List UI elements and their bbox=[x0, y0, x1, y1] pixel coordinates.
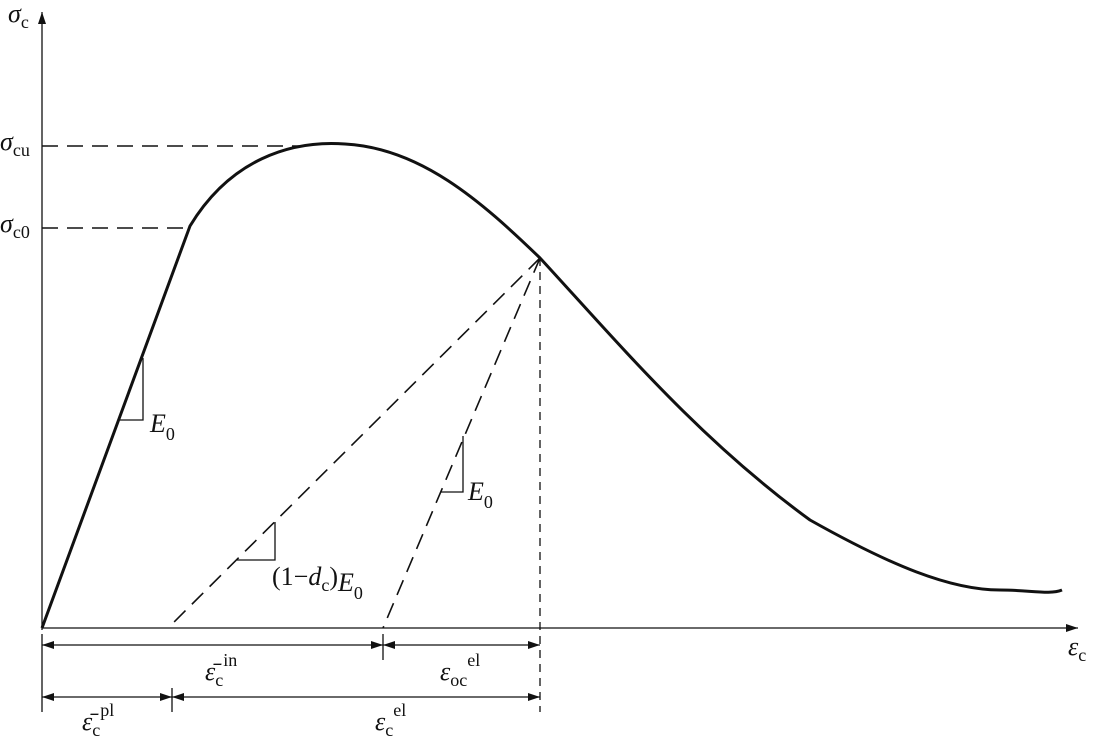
slope-triangle bbox=[237, 522, 276, 561]
text-part: E bbox=[337, 568, 354, 597]
text-part: c bbox=[1078, 645, 1086, 665]
text-part: ) bbox=[329, 562, 338, 591]
text-part: pl bbox=[100, 700, 114, 720]
slope-label: E0 bbox=[467, 477, 493, 512]
text-part: σ bbox=[0, 127, 14, 156]
text-part: ε bbox=[375, 707, 386, 736]
text-part: c bbox=[21, 12, 29, 32]
text-part: c bbox=[321, 575, 329, 595]
slope-label: E0 bbox=[149, 409, 175, 444]
text-part: c bbox=[215, 670, 223, 690]
text-part: E bbox=[149, 409, 166, 438]
dimension-label: εcel bbox=[375, 700, 406, 740]
text-part: c bbox=[92, 720, 100, 740]
slope-triangle bbox=[120, 358, 144, 421]
text-part: 0 bbox=[166, 424, 175, 444]
text-part: σ bbox=[8, 0, 22, 28]
axes bbox=[38, 12, 1078, 632]
x-axis-label: εc bbox=[1068, 632, 1086, 665]
text-part: el bbox=[393, 700, 406, 720]
text-part: cu bbox=[13, 140, 30, 160]
text-part: E bbox=[467, 477, 484, 506]
text-part: 0 bbox=[354, 583, 363, 603]
slope-triangle bbox=[440, 436, 464, 493]
text-part: oc bbox=[450, 670, 467, 690]
text-part: el bbox=[467, 650, 480, 670]
text-part: 0 bbox=[484, 492, 493, 512]
text-part: ε bbox=[440, 657, 451, 686]
text-part: c bbox=[385, 720, 393, 740]
dimension-label: εocel bbox=[440, 650, 480, 690]
y-axis-label: σc bbox=[8, 0, 29, 32]
sigma-c0-label: σc0 bbox=[0, 209, 30, 242]
text-part: in bbox=[223, 650, 237, 670]
text-part: d bbox=[308, 562, 322, 591]
text-part: c0 bbox=[13, 222, 30, 242]
text-part: (1− bbox=[272, 562, 308, 591]
text-part: σ bbox=[0, 209, 14, 238]
elastic-unloading-line bbox=[382, 257, 541, 629]
slope-label: (1−dc)E0 bbox=[272, 562, 363, 603]
dimension-label: ε̄cpl bbox=[82, 700, 114, 740]
dimension-label: ε̄cin bbox=[205, 650, 237, 690]
sigma-cu-label: σcu bbox=[0, 127, 30, 160]
stress-strain-curve bbox=[40, 142, 1063, 629]
damaged-unloading-line bbox=[167, 257, 541, 629]
text-part: ε bbox=[1068, 632, 1079, 661]
